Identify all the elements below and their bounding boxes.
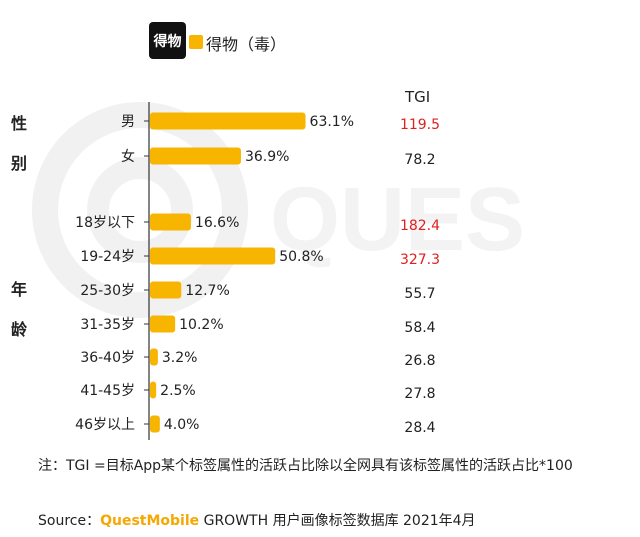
bar: [150, 315, 176, 333]
value-label: 4.0%: [164, 417, 200, 433]
bar: [150, 112, 306, 130]
group-label-gender-1: 性: [11, 114, 28, 133]
tgi-value: 26.8: [404, 353, 435, 369]
source-rest: GROWTH 用户画像标签数据库 2021年4月: [199, 513, 476, 529]
category-label: 19-24岁: [80, 249, 135, 265]
category-label: 女: [121, 148, 135, 165]
category-label: 男: [121, 114, 135, 130]
bar: [150, 147, 241, 165]
bar: [150, 415, 160, 433]
value-label: 16.6%: [195, 215, 239, 231]
tgi-header: TGI: [405, 88, 431, 106]
tgi-value: 58.4: [404, 320, 435, 336]
value-label: 10.2%: [179, 317, 223, 333]
value-label: 36.9%: [245, 149, 289, 165]
value-label: 3.2%: [162, 350, 198, 366]
tgi-value: 27.8: [404, 386, 435, 402]
category-label: 41-45岁: [80, 383, 135, 399]
group-label-age-2: 龄: [11, 320, 28, 339]
watermark: QUES: [32, 102, 525, 318]
legend-swatch: [189, 35, 203, 49]
category-label: 36-40岁: [80, 350, 135, 366]
footnote: 注：TGI =目标App某个标签属性的活跃占比除以全网具有该标签属性的活跃占比*…: [38, 458, 573, 474]
tgi-value: 28.4: [404, 420, 435, 436]
source-line: Source：QuestMobile GROWTH 用户画像标签数据库 2021…: [38, 510, 476, 530]
category-label: 25-30岁: [80, 283, 135, 299]
category-label: 18岁以下: [75, 215, 135, 231]
value-label: 50.8%: [279, 249, 323, 265]
bar: [150, 281, 182, 299]
category-label: 46岁以上: [75, 417, 135, 433]
value-label: 12.7%: [185, 283, 229, 299]
value-label: 2.5%: [160, 383, 196, 399]
tgi-value: 327.3: [400, 252, 440, 268]
bar: [150, 247, 276, 265]
tgi-value: 182.4: [400, 218, 440, 234]
bar: [150, 213, 191, 231]
source-brand: QuestMobile: [100, 513, 200, 529]
app-logo: 得物: [149, 22, 186, 59]
group-label-age-1: 年: [11, 280, 28, 299]
value-label: 63.1%: [310, 114, 354, 130]
svg-text:QUES: QUES: [270, 170, 525, 270]
group-label-gender-2: 别: [11, 154, 28, 173]
source-prefix: Source：: [38, 513, 101, 529]
bar: [150, 348, 158, 366]
bar-chart: 男 63.1% 119.5 女 36.9% 78.2 18岁以下 16.6% 182.4 19-2…: [75, 102, 440, 440]
bar: [150, 381, 157, 399]
tgi-value: 119.5: [400, 117, 440, 133]
legend-label: 得物（毒）: [206, 35, 287, 54]
category-label: 31-35岁: [80, 317, 135, 333]
tgi-value: 78.2: [404, 152, 435, 168]
tgi-value: 55.7: [404, 286, 435, 302]
